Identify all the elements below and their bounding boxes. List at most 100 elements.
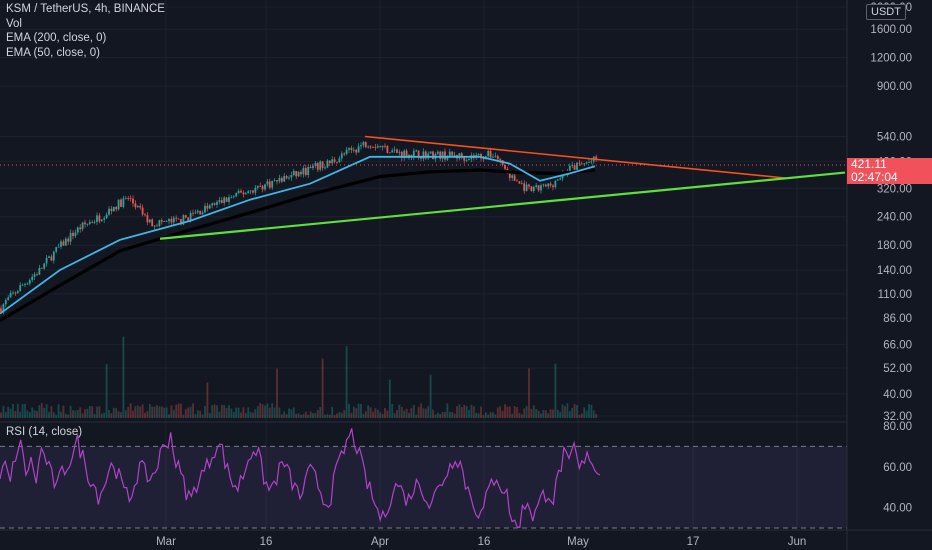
candle-body — [163, 221, 166, 222]
candle-body — [256, 185, 259, 188]
volume-bar — [573, 404, 576, 418]
volume-bar — [52, 412, 55, 418]
candle-body — [309, 167, 312, 169]
candle-body — [492, 156, 494, 158]
candle-body — [415, 150, 418, 152]
candle-body — [249, 190, 252, 192]
volume-bar — [482, 414, 485, 418]
volume-bar — [199, 410, 202, 418]
volume-bar — [259, 403, 262, 418]
volume-bar — [381, 413, 384, 418]
rsi-axis[interactable]: 80.00 60.00 40.00 — [883, 421, 912, 515]
candle-body — [117, 199, 120, 210]
candle-body — [247, 191, 250, 194]
volume-bar — [367, 405, 370, 418]
volume-bar — [537, 410, 540, 418]
candle-body — [348, 148, 350, 150]
volume-bar — [566, 403, 569, 418]
volume-bar — [343, 410, 346, 418]
ema200-legend[interactable]: EMA (200, close, 0) — [6, 32, 107, 44]
candle-body — [537, 185, 540, 191]
bar-countdown: 02:47:04 — [851, 170, 898, 184]
candle-body — [136, 205, 139, 208]
volume-bar — [511, 413, 514, 418]
volume-bar — [544, 410, 547, 418]
volume-bar — [55, 414, 58, 418]
time-tick-label: Mar — [156, 536, 176, 548]
candle-body — [468, 158, 470, 161]
time-axis[interactable]: Mar 16 Apr 16 May 17 Jun — [156, 536, 806, 548]
volume-bar — [208, 412, 211, 418]
candle-body — [499, 158, 502, 161]
candle-body — [369, 146, 372, 148]
candle-body — [446, 156, 449, 160]
volume-bar — [525, 406, 528, 418]
volume-bar — [372, 411, 374, 418]
vol-legend[interactable]: Vol — [6, 17, 22, 30]
candle-body — [208, 205, 211, 209]
price-tick-label: 1600.00 — [870, 24, 912, 36]
candle-body — [376, 146, 379, 148]
volume-bar — [252, 412, 254, 418]
volume-bar — [362, 413, 365, 418]
resistance-trendline[interactable] — [364, 135, 786, 179]
candle-body — [218, 200, 221, 202]
candle-body — [523, 183, 526, 191]
price-tick-label: 32.00 — [883, 411, 912, 423]
support-trendline[interactable] — [159, 171, 846, 240]
candle-body — [432, 151, 434, 160]
ema50-legend[interactable]: EMA (50, close, 0) — [6, 46, 100, 59]
volume-bar — [180, 403, 182, 418]
candle-body — [453, 154, 456, 156]
volume-bar — [583, 407, 586, 418]
candle-body — [424, 151, 427, 159]
volume-bar — [384, 408, 386, 418]
candle-body — [400, 151, 403, 159]
volume-bar — [187, 407, 190, 418]
candle-body — [14, 292, 17, 294]
volume-bar — [403, 410, 406, 418]
price-tick-label: 240.00 — [877, 212, 912, 224]
volume-bar — [324, 414, 326, 418]
candle-body — [489, 150, 492, 158]
candle-body — [487, 150, 490, 157]
candle-body — [129, 198, 132, 200]
rsi-legend[interactable]: RSI (14, close) — [6, 426, 83, 438]
volume-bar — [376, 409, 379, 418]
volume-bar — [554, 363, 557, 418]
candle-body — [144, 214, 146, 216]
candle-body — [540, 185, 542, 191]
candle-body — [84, 222, 86, 225]
candle-body — [328, 160, 331, 164]
candle-body — [189, 212, 192, 221]
price-tick-label: 40.00 — [883, 389, 912, 401]
candle-body — [556, 179, 559, 181]
candle-body — [403, 150, 406, 159]
candle-body — [254, 187, 257, 193]
volume-bar — [460, 407, 463, 418]
volume-bar — [50, 406, 53, 418]
volume-bar — [48, 412, 50, 418]
candle-body — [547, 183, 550, 187]
symbol-title[interactable]: KSM / TetherUS, 4h, BINANCE — [6, 3, 165, 15]
volume-bar — [168, 414, 170, 418]
volume-bar — [470, 404, 473, 418]
candle-body — [513, 175, 516, 181]
candle-body — [235, 193, 238, 197]
volume-bar — [489, 412, 492, 418]
candle-body — [134, 203, 137, 208]
candle-body — [48, 256, 50, 258]
ema50-line — [0, 155, 596, 315]
volume-bars — [0, 336, 598, 418]
candle-body — [242, 192, 245, 195]
volume-bar — [400, 407, 403, 418]
volume-bar — [98, 406, 101, 418]
currency-badge[interactable]: USDT — [866, 4, 906, 20]
volume-bar — [345, 346, 348, 418]
candle-body — [225, 197, 228, 202]
candle-body — [115, 206, 118, 210]
volume-bar — [398, 404, 401, 418]
volume-bar — [0, 412, 2, 418]
